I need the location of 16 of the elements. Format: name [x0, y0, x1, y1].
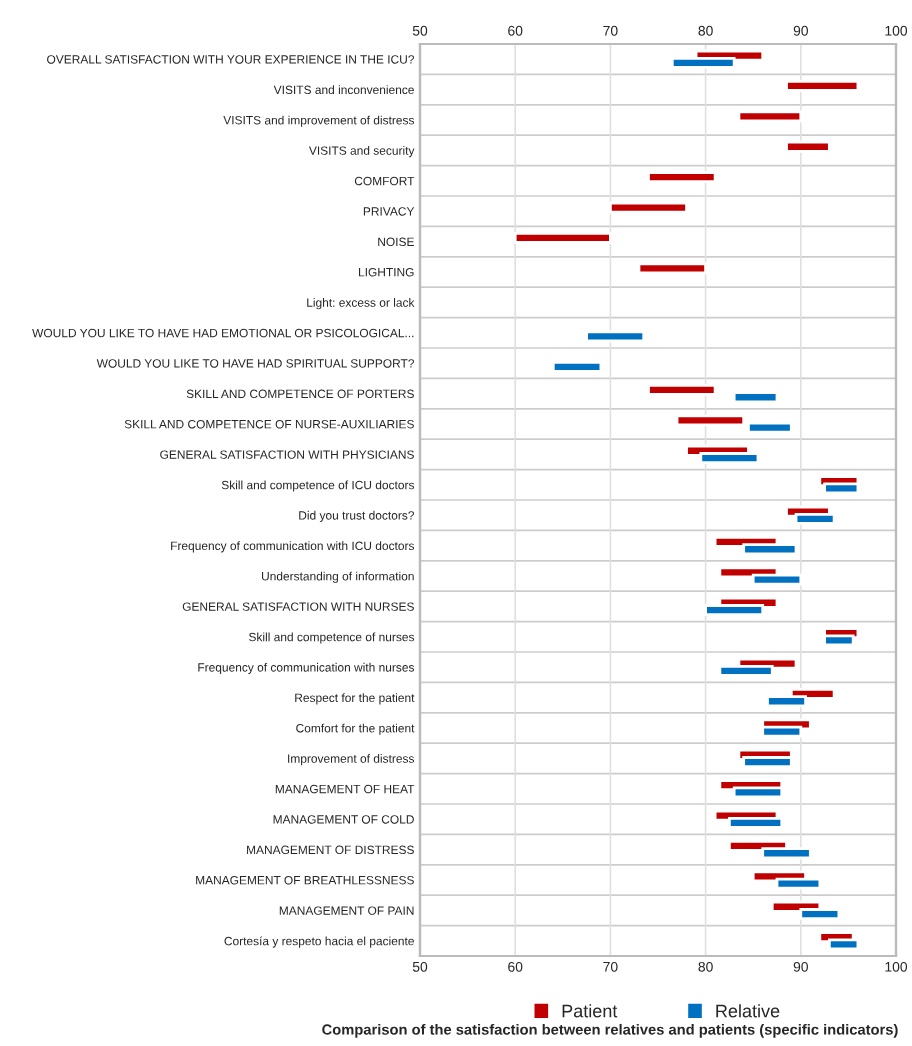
bar: [737, 110, 803, 123]
bar: [637, 262, 707, 275]
bar: [609, 201, 688, 214]
bar: [785, 140, 831, 153]
bar: [647, 171, 717, 184]
legend-label: Patient: [562, 1004, 618, 1018]
bar: [585, 330, 646, 343]
bar: [785, 80, 860, 92]
bar: [513, 232, 612, 244]
legend-label: Relative: [716, 1004, 780, 1018]
bar: [647, 384, 717, 396]
bar: [823, 634, 855, 647]
bar: [551, 360, 603, 373]
bar: [742, 756, 793, 768]
bar: [823, 482, 860, 495]
bar: [732, 391, 779, 404]
